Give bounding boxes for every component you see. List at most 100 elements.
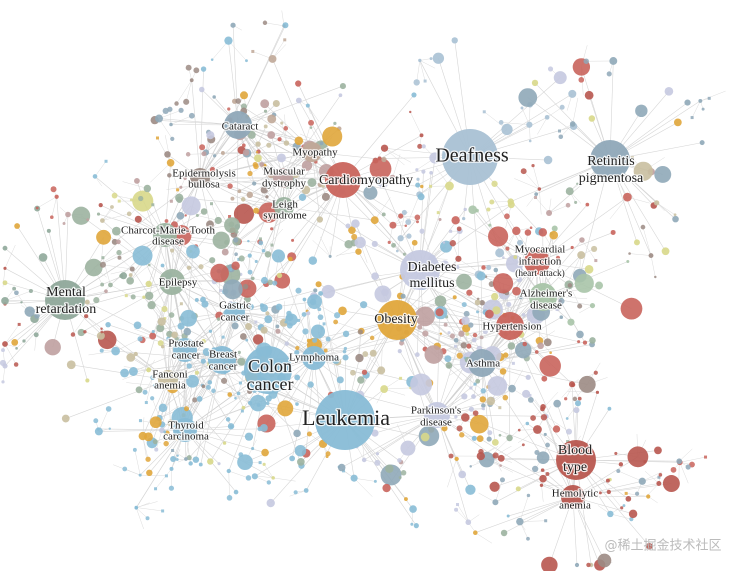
minor-node — [338, 93, 343, 98]
minor-node — [506, 301, 512, 307]
minor-node — [201, 151, 207, 157]
minor-node — [247, 170, 253, 177]
minor-node — [245, 338, 249, 342]
minor-node — [126, 277, 134, 285]
minor-node — [498, 406, 502, 410]
minor-node — [268, 54, 277, 63]
edge — [110, 284, 134, 298]
minor-node — [469, 386, 473, 390]
minor-node — [348, 226, 356, 234]
minor-node — [164, 151, 171, 158]
minor-node — [196, 396, 203, 402]
minor-node — [672, 215, 679, 223]
minor-node — [184, 457, 188, 461]
minor-node — [128, 367, 138, 376]
minor-node — [294, 444, 307, 457]
edge — [150, 162, 171, 183]
minor-node — [144, 291, 154, 300]
minor-node — [306, 311, 311, 316]
minor-node — [454, 507, 459, 512]
edge — [481, 362, 544, 458]
minor-node — [684, 99, 691, 106]
minor-node — [184, 214, 187, 217]
minor-node — [93, 297, 100, 304]
minor-node — [416, 220, 419, 224]
minor-node — [497, 454, 505, 462]
minor-node — [161, 509, 165, 513]
edge — [455, 509, 469, 523]
minor-node — [238, 255, 245, 262]
minor-node — [194, 297, 199, 302]
edge — [279, 139, 303, 153]
minor-node — [406, 233, 412, 239]
minor-node — [489, 199, 495, 205]
minor-node — [461, 413, 470, 422]
minor-node — [546, 209, 553, 216]
minor-node — [296, 318, 300, 322]
minor-node — [152, 439, 158, 445]
minor-node — [259, 162, 265, 167]
minor-node — [325, 336, 331, 342]
minor-node — [530, 415, 536, 421]
minor-node — [198, 462, 203, 467]
disease-node — [173, 338, 197, 362]
minor-node — [265, 195, 269, 199]
edge — [85, 315, 169, 381]
minor-node — [192, 397, 198, 403]
minor-node — [96, 427, 100, 431]
node-label: Cardiomyopathy — [319, 173, 413, 188]
minor-node — [247, 239, 250, 243]
minor-node — [267, 131, 276, 139]
minor-node — [458, 330, 465, 337]
edge — [374, 197, 391, 221]
minor-node — [256, 403, 261, 407]
minor-node — [574, 562, 580, 568]
minor-node — [622, 504, 626, 507]
node-label: Epidermolysis — [172, 168, 236, 180]
node-label: Obesity — [374, 312, 418, 327]
minor-node — [502, 352, 509, 358]
minor-node — [104, 289, 108, 294]
minor-node — [244, 432, 254, 441]
node-label: cancer — [172, 350, 201, 362]
disease-nodes — [45, 111, 630, 509]
edge — [96, 284, 111, 301]
minor-node — [248, 303, 254, 310]
minor-node — [189, 78, 194, 83]
node-label: Myopathy — [292, 147, 338, 159]
minor-node — [267, 114, 277, 124]
edge — [199, 69, 204, 179]
edge — [503, 496, 574, 534]
minor-node — [381, 212, 386, 217]
minor-node — [531, 465, 539, 473]
disease-node — [377, 300, 417, 340]
minor-node — [138, 473, 142, 477]
minor-node — [34, 313, 40, 319]
minor-node — [178, 107, 184, 113]
minor-node — [126, 211, 132, 217]
minor-node — [471, 435, 477, 441]
edge — [268, 142, 287, 146]
minor-node — [275, 324, 280, 329]
minor-node — [486, 436, 492, 442]
minor-node — [270, 227, 274, 231]
minor-node — [516, 517, 524, 526]
minor-node — [526, 493, 531, 498]
edge — [311, 151, 321, 220]
minor-node — [50, 215, 54, 219]
minor-node — [105, 321, 111, 328]
edge — [102, 206, 113, 221]
edge — [199, 103, 277, 179]
minor-node — [61, 414, 70, 423]
minor-node — [395, 249, 399, 253]
minor-node — [466, 289, 473, 296]
node-label: Lymphoma — [289, 352, 339, 364]
minor-node — [100, 282, 105, 287]
minor-node — [381, 156, 387, 163]
minor-node — [415, 306, 435, 327]
minor-node — [253, 163, 259, 170]
minor-node — [449, 240, 456, 247]
minor-node — [429, 57, 433, 61]
node-label: Blood — [558, 443, 592, 458]
minor-node — [302, 297, 307, 302]
